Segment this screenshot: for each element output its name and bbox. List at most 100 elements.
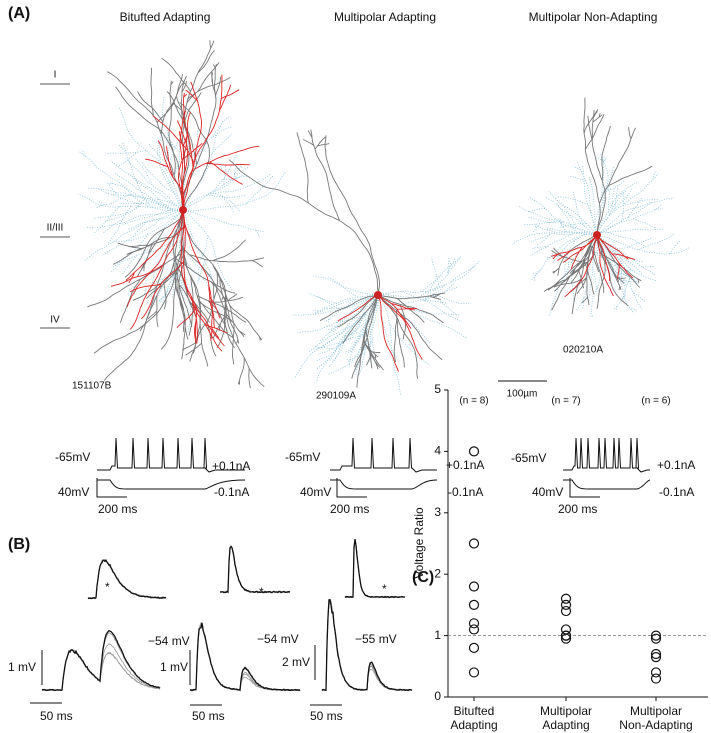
epsp-trace bbox=[219, 544, 291, 593]
layer-label: IV bbox=[50, 315, 60, 326]
n-label: (n = 7) bbox=[551, 396, 580, 407]
layer-label: I bbox=[54, 70, 57, 81]
y-tick-label: 1 bbox=[434, 628, 441, 642]
current-label: +0.1nA bbox=[446, 458, 484, 472]
voltage-trace bbox=[97, 437, 245, 473]
marker: * bbox=[382, 582, 387, 596]
neurite bbox=[543, 234, 642, 315]
current-label: -0.1nA bbox=[448, 485, 483, 499]
data-point bbox=[650, 651, 662, 663]
neurite bbox=[337, 294, 423, 372]
data-point bbox=[650, 633, 662, 644]
epsp-trace bbox=[219, 546, 291, 594]
data-point bbox=[650, 630, 662, 641]
neurite bbox=[551, 234, 636, 298]
v-scale: 40mV bbox=[532, 485, 563, 499]
data-point bbox=[468, 581, 480, 592]
t-scale: 200 ms bbox=[558, 502, 597, 516]
epsp-trace bbox=[189, 622, 301, 692]
voltage-trace bbox=[330, 479, 438, 490]
data-point bbox=[560, 593, 572, 604]
n-label: (n = 8) bbox=[459, 396, 488, 407]
potential: −54 mV bbox=[257, 632, 299, 646]
data-point bbox=[468, 642, 480, 653]
scale-bar bbox=[336, 478, 367, 498]
epsp-trace bbox=[220, 545, 291, 594]
neurite bbox=[511, 153, 689, 318]
n-label: (n = 6) bbox=[641, 396, 670, 407]
cell-title: Multipolar Adapting bbox=[334, 10, 436, 24]
cell-title: Bitufted Adapting bbox=[120, 10, 211, 24]
y-tick-label: 0 bbox=[434, 689, 441, 703]
neurite bbox=[107, 40, 231, 211]
soma bbox=[593, 231, 601, 239]
potential: −54 mV bbox=[148, 634, 190, 648]
t-scale: 200 ms bbox=[98, 502, 137, 516]
x-tick-label: Non-Adapting bbox=[619, 718, 692, 732]
data-point bbox=[468, 667, 480, 678]
cell-id: 151107B bbox=[72, 381, 112, 392]
current-label: +0.1nA bbox=[657, 458, 695, 472]
resting-potential: -65mV bbox=[285, 450, 320, 464]
cell-id: 020210A bbox=[563, 345, 603, 356]
y-tick-label: 3 bbox=[434, 505, 441, 519]
neurite bbox=[583, 97, 653, 236]
v-scale: 2 mV bbox=[282, 655, 310, 669]
neurite bbox=[87, 209, 265, 389]
data-point bbox=[468, 624, 480, 635]
x-tick-label: Multipolar bbox=[630, 704, 682, 718]
epsp-trace bbox=[219, 545, 291, 594]
neurite bbox=[293, 255, 480, 396]
epsp-trace bbox=[321, 601, 412, 692]
x-tick-label: Multipolar bbox=[540, 704, 592, 718]
marker: * bbox=[105, 580, 110, 594]
voltage-trace bbox=[97, 479, 246, 490]
y-tick-label: 4 bbox=[434, 444, 441, 458]
voltage-trace bbox=[563, 479, 651, 490]
epsp-trace bbox=[344, 538, 406, 599]
data-point bbox=[560, 599, 572, 611]
neurite bbox=[145, 74, 260, 211]
scale-bar bbox=[569, 478, 600, 498]
cell-title: Multipolar Non-Adapting bbox=[529, 10, 658, 24]
y-tick-label: 5 bbox=[434, 382, 441, 396]
v-scale: 40mV bbox=[300, 485, 331, 499]
v-scale: 40mV bbox=[58, 485, 89, 499]
soma bbox=[374, 291, 382, 299]
panel-label: (A) bbox=[8, 5, 30, 22]
data-point bbox=[650, 673, 662, 684]
x-tick-label: Adapting bbox=[542, 718, 589, 732]
resting-potential: -65mV bbox=[511, 451, 546, 465]
y-tick-label: 2 bbox=[434, 566, 441, 580]
epsp-trace bbox=[87, 558, 167, 599]
data-point bbox=[650, 648, 662, 660]
t-scale: 50 ms bbox=[310, 709, 343, 723]
epsp-trace bbox=[219, 544, 290, 594]
epsp-trace bbox=[87, 559, 166, 600]
y-axis-label: Voltage Ratio bbox=[412, 507, 426, 579]
layer-label: II/III bbox=[47, 223, 64, 234]
x-tick-label: Bitufted bbox=[454, 704, 495, 718]
data-point bbox=[650, 667, 662, 678]
epsp-trace bbox=[41, 629, 161, 692]
neurite bbox=[110, 209, 228, 352]
t-scale: 200 ms bbox=[330, 502, 369, 516]
current-label: -0.1nA bbox=[659, 485, 694, 499]
t-scale: 50 ms bbox=[192, 709, 225, 723]
panel-label: (C) bbox=[412, 569, 434, 586]
v-scale: 1 mV bbox=[8, 660, 36, 674]
voltage-trace bbox=[330, 437, 437, 473]
neurite bbox=[319, 292, 446, 388]
data-point bbox=[560, 605, 572, 617]
t-scale: 50 ms bbox=[40, 709, 73, 723]
data-point bbox=[468, 538, 480, 549]
resting-potential: -65mV bbox=[55, 450, 90, 464]
scale-label: 100µm bbox=[507, 389, 538, 400]
v-scale: 1 mV bbox=[160, 660, 188, 674]
voltage-trace bbox=[563, 437, 650, 473]
panel-label: (B) bbox=[8, 536, 30, 553]
potential: −55 mV bbox=[355, 632, 397, 646]
data-point bbox=[468, 599, 480, 611]
current-label: -0.1nA bbox=[214, 485, 249, 499]
